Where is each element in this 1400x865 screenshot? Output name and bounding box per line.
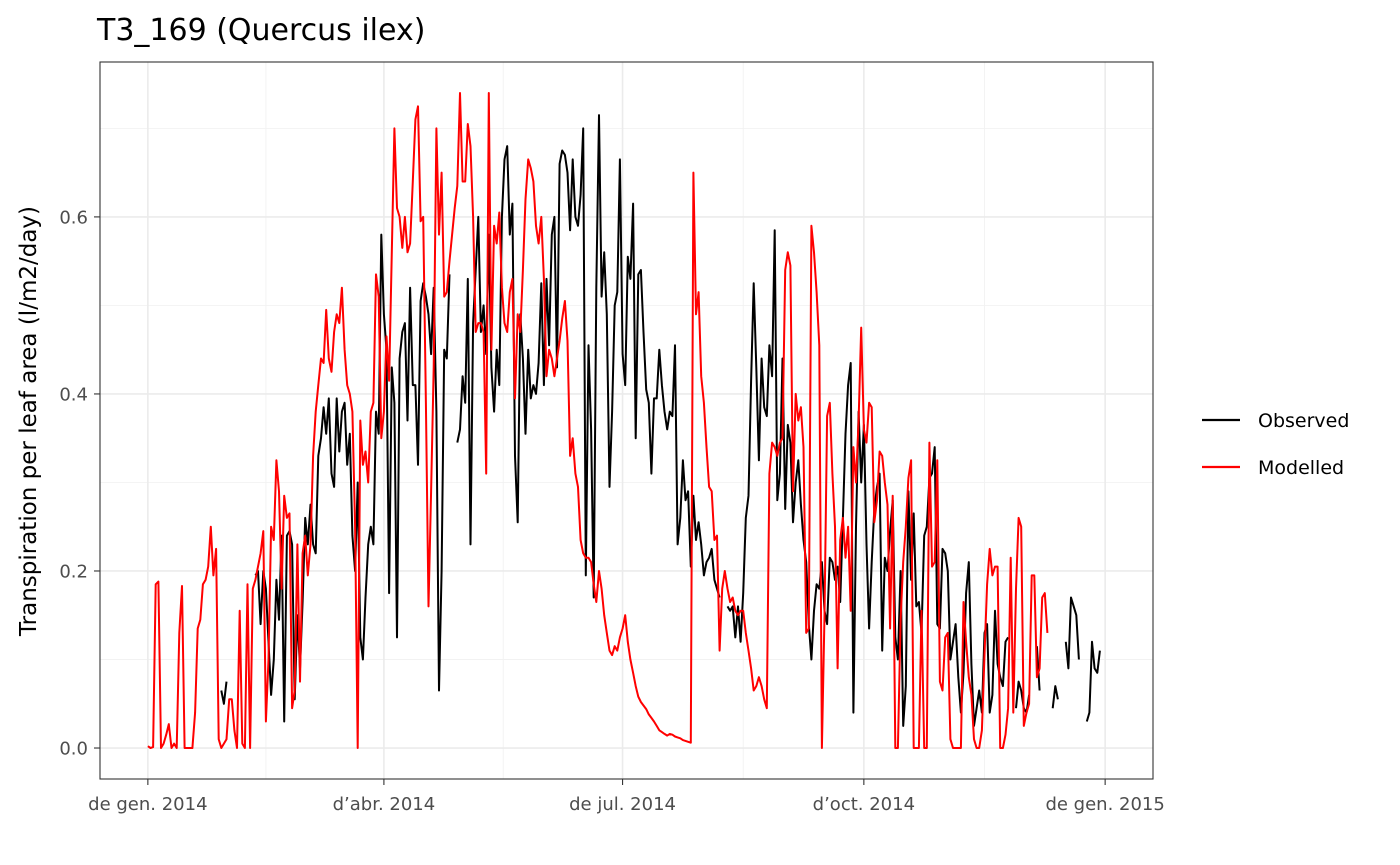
x-tick-label: d’oct. 2014 bbox=[813, 794, 915, 815]
x-tick-label: de gen. 2014 bbox=[88, 794, 207, 815]
panel-border bbox=[99, 61, 1154, 780]
legend-label-observed: Observed bbox=[1258, 410, 1349, 432]
y-tick-label: 0.4 bbox=[59, 384, 88, 405]
x-tick-label: de jul. 2014 bbox=[569, 794, 676, 815]
y-axis-title: Transpiration per leaf area (l/m2/day) bbox=[16, 206, 42, 637]
y-axis: 0.0 0.2 0.4 0.6 bbox=[59, 207, 100, 760]
x-axis: de gen. 2014 d’abr. 2014 de jul. 2014 d’oct… bbox=[88, 779, 1165, 815]
y-tick-label: 0.0 bbox=[59, 739, 88, 760]
y-tick-label: 0.6 bbox=[59, 207, 88, 228]
x-tick-label: de gen. 2015 bbox=[1045, 794, 1164, 815]
x-tick-label: d’abr. 2014 bbox=[333, 794, 436, 815]
y-tick-label: 0.2 bbox=[59, 561, 88, 582]
series-line-modelled bbox=[147, 92, 1049, 749]
panel-background bbox=[100, 62, 1153, 779]
series-layer bbox=[147, 92, 1101, 749]
plot-panel bbox=[99, 61, 1154, 780]
legend-label-modelled: Modelled bbox=[1258, 457, 1344, 479]
chart-title: T3_169 (Quercus ilex) bbox=[96, 13, 425, 48]
legend: Observed Modelled bbox=[1202, 410, 1349, 479]
